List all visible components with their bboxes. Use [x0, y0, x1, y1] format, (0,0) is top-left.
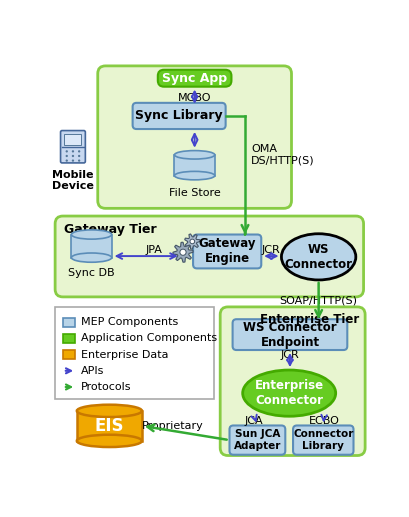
Circle shape [78, 150, 80, 153]
Circle shape [65, 150, 68, 153]
Bar [63, 350, 75, 359]
Ellipse shape [281, 234, 355, 280]
Text: MEP Components: MEP Components [81, 317, 178, 327]
FancyBboxPatch shape [229, 425, 285, 455]
FancyBboxPatch shape [97, 66, 291, 208]
Text: Sync Library: Sync Library [135, 110, 222, 123]
FancyBboxPatch shape [55, 216, 363, 297]
Text: Connector
Library: Connector Library [292, 429, 353, 451]
Text: EIS: EIS [94, 417, 124, 435]
Text: Gateway Tier: Gateway Tier [64, 223, 157, 236]
FancyBboxPatch shape [132, 103, 225, 129]
Circle shape [78, 155, 80, 157]
Text: Proprietary: Proprietary [142, 421, 203, 431]
Bar [71, 235, 111, 257]
Text: JCR: JCR [261, 245, 280, 255]
Text: Sun JCA
Adapter: Sun JCA Adapter [233, 429, 281, 451]
Text: Enterprise
Connector: Enterprise Connector [254, 379, 323, 407]
Ellipse shape [71, 230, 111, 239]
Text: ECBO: ECBO [308, 416, 339, 426]
Bar [64, 134, 81, 145]
Text: Application Components: Application Components [81, 333, 216, 343]
Bar [76, 411, 142, 441]
Text: JPA: JPA [146, 245, 162, 255]
Polygon shape [173, 242, 193, 262]
Circle shape [189, 239, 194, 244]
Text: SOAP/HTTP(S): SOAP/HTTP(S) [279, 296, 357, 306]
Polygon shape [184, 234, 200, 249]
Ellipse shape [71, 253, 111, 262]
Bar [174, 155, 214, 176]
FancyBboxPatch shape [292, 425, 353, 455]
Bar [55, 307, 213, 399]
Circle shape [72, 159, 74, 162]
FancyBboxPatch shape [157, 70, 231, 87]
Ellipse shape [174, 171, 214, 180]
Text: WS Connector
Endpoint: WS Connector Endpoint [243, 321, 336, 348]
Text: File Store: File Store [169, 188, 220, 197]
Ellipse shape [76, 435, 142, 447]
Text: MCBO: MCBO [178, 93, 211, 103]
Circle shape [72, 155, 74, 157]
Ellipse shape [242, 370, 335, 416]
Bar [63, 317, 75, 327]
Text: Mobile
Device: Mobile Device [52, 170, 94, 191]
Text: APIs: APIs [81, 366, 104, 376]
Ellipse shape [76, 405, 142, 417]
Text: JCA: JCA [245, 416, 263, 426]
FancyBboxPatch shape [61, 131, 85, 163]
Text: JCR: JCR [280, 351, 299, 360]
FancyBboxPatch shape [232, 319, 346, 350]
Text: Gateway
Engine: Gateway Engine [198, 237, 255, 265]
Circle shape [72, 150, 74, 153]
Text: Sync App: Sync App [162, 72, 227, 85]
FancyBboxPatch shape [193, 235, 261, 268]
Text: WS
Connector: WS Connector [284, 243, 352, 271]
FancyBboxPatch shape [220, 307, 364, 455]
Circle shape [78, 159, 80, 162]
Circle shape [180, 249, 186, 255]
Circle shape [65, 155, 68, 157]
Ellipse shape [174, 150, 214, 159]
Bar [63, 334, 75, 343]
Text: Sync DB: Sync DB [68, 268, 115, 278]
Text: Enterprise Data: Enterprise Data [81, 349, 168, 360]
Text: Enterprise Tier: Enterprise Tier [259, 313, 358, 326]
Text: Protocols: Protocols [81, 382, 131, 392]
Circle shape [65, 159, 68, 162]
Text: OMA
DS/HTTP(S): OMA DS/HTTP(S) [251, 144, 314, 165]
